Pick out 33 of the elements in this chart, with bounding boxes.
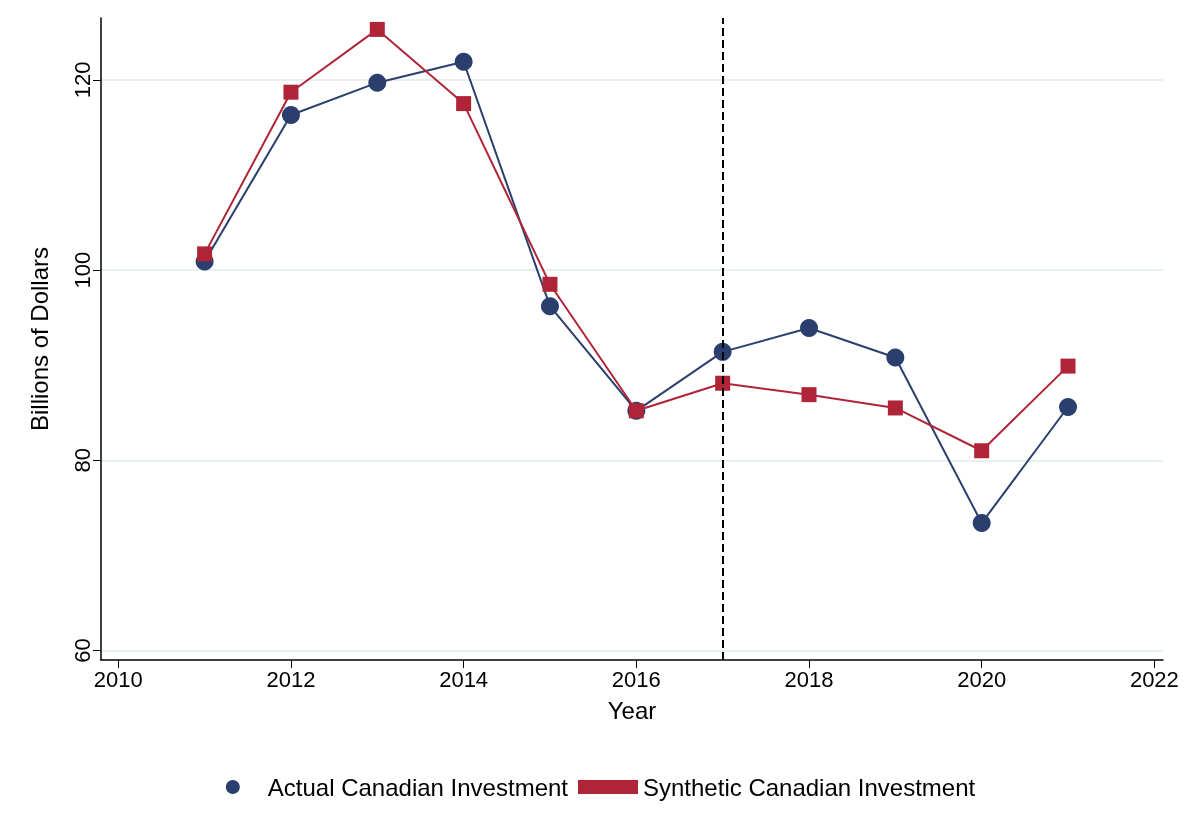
- point: [368, 73, 387, 92]
- point: [800, 319, 818, 338]
- point: [972, 514, 991, 533]
- x-tick-label: 2014: [439, 666, 489, 692]
- point: [1060, 358, 1076, 374]
- y-tick-label: 120: [69, 61, 95, 99]
- y-tick-label: 80: [69, 448, 95, 473]
- point: [197, 246, 213, 262]
- point: [886, 348, 905, 367]
- y-axis-title: Billions of Dollars: [25, 246, 53, 432]
- x-tick-label: 2016: [611, 666, 661, 692]
- x-tick-label: 2022: [1129, 666, 1179, 692]
- point: [540, 297, 559, 316]
- point: [283, 84, 299, 100]
- point: [454, 52, 473, 71]
- point: [974, 443, 990, 459]
- x-axis-title: Year: [607, 696, 657, 724]
- point: [1059, 398, 1078, 416]
- legend-label: Synthetic Canadian Investment: [642, 773, 976, 801]
- x-tick-label: 2018: [784, 666, 834, 692]
- point: [456, 96, 472, 112]
- y-tick-label: 60: [69, 638, 95, 663]
- point: [887, 400, 903, 416]
- point: [369, 21, 385, 37]
- x-tick-label: 2012: [266, 666, 316, 692]
- y-tick-label: 100: [69, 251, 95, 289]
- point: [542, 276, 558, 292]
- x-tick-label: 2010: [93, 666, 143, 692]
- point: [801, 387, 817, 403]
- legend-label: Actual Canadian Investment: [267, 773, 569, 801]
- point: [281, 106, 300, 125]
- x-tick-label: 2020: [957, 666, 1007, 692]
- point: [715, 375, 731, 391]
